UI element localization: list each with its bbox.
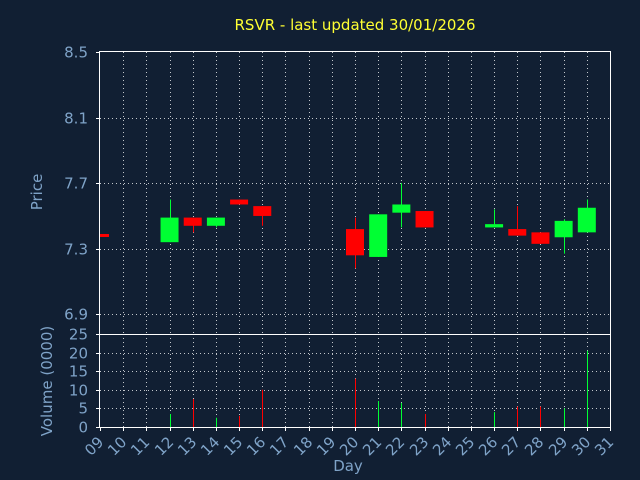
price-tick-label: 7.7 bbox=[64, 175, 88, 193]
price-tick-label: 8.5 bbox=[64, 44, 88, 62]
x-tick-label: 22 bbox=[382, 433, 408, 459]
candle-body bbox=[160, 217, 179, 243]
price-tick-label: 8.1 bbox=[64, 110, 88, 128]
x-tick-label: 31 bbox=[591, 433, 617, 459]
volume-tick-label: 15 bbox=[69, 363, 88, 381]
candle-body bbox=[531, 232, 550, 244]
volume-tick-label: 10 bbox=[69, 382, 88, 400]
x-tick-label: 17 bbox=[266, 433, 292, 459]
candle-body bbox=[508, 229, 527, 236]
volume-tick-label: 20 bbox=[69, 345, 88, 363]
candle-body bbox=[577, 207, 596, 233]
mark-layer bbox=[100, 183, 596, 427]
price-tick-label: 7.3 bbox=[64, 241, 88, 259]
price-axis-label: Price bbox=[28, 174, 46, 211]
candle-body bbox=[253, 206, 272, 216]
candle-body bbox=[485, 224, 504, 228]
chart-title: RSVR - last updated 30/01/2026 bbox=[235, 16, 476, 34]
candle-body bbox=[183, 217, 202, 226]
candle-body bbox=[392, 204, 411, 213]
candle-body bbox=[554, 220, 573, 238]
candle-body bbox=[346, 229, 364, 256]
volume-panel-frame bbox=[99, 334, 611, 428]
x-tick-label: 11 bbox=[127, 433, 153, 459]
candle-body bbox=[230, 199, 249, 205]
volume-axis-label: Volume (0000) bbox=[38, 326, 56, 436]
candle-body bbox=[206, 217, 225, 226]
candle-body bbox=[100, 233, 109, 237]
candle-body bbox=[415, 211, 434, 228]
volume-tick-label: 5 bbox=[78, 400, 88, 418]
volume-tick-label: 25 bbox=[69, 326, 88, 344]
grid-layer bbox=[100, 52, 610, 427]
x-tick-label: 28 bbox=[521, 433, 547, 459]
candle-body bbox=[369, 214, 388, 257]
axis-layer: 6.97.37.78.18.50510152025091011121314151… bbox=[64, 44, 617, 460]
volume-tick-label: 0 bbox=[78, 419, 88, 437]
x-axis-label: Day bbox=[333, 457, 363, 475]
price-tick-label: 6.9 bbox=[64, 306, 88, 324]
